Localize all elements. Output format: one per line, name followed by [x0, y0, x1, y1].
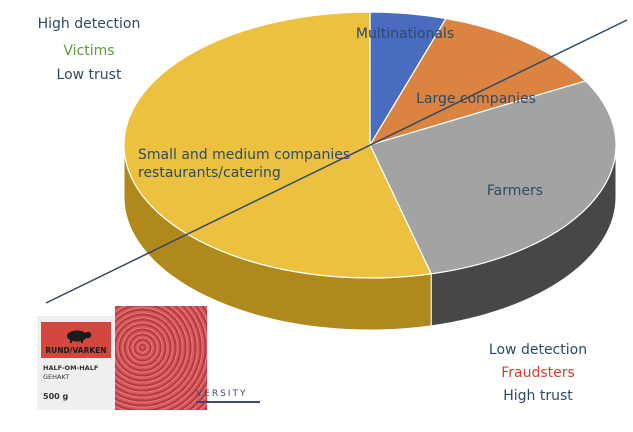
label-product-name: HALF-OM-HALF: [43, 364, 99, 372]
label-weight: 500 g: [43, 392, 69, 401]
meat-package-label: RUND/VARKEN HALF-OM-HALF GEHAKT 500 g: [37, 316, 115, 410]
high-detection-label: High detection: [37, 16, 141, 32]
label-brand-text: RUND/VARKEN: [45, 346, 107, 355]
minced-meat: [115, 306, 207, 410]
label-product-type: GEHAKT: [43, 373, 70, 381]
slice-label-large-companies: Large companies: [416, 91, 536, 107]
low-trust-label: Low trust: [56, 67, 122, 83]
pie-top-faces: [123, 11, 617, 279]
pie-slice-farmers: [369, 80, 617, 275]
high-trust-label: High trust: [503, 388, 573, 404]
victims-label: Victims: [63, 43, 115, 59]
slice-label-multinationals: Multinationals: [356, 26, 454, 42]
university-logo-bar: [196, 401, 260, 410]
low-detection-label: Low detection: [488, 342, 588, 358]
pig-icon: [67, 330, 92, 343]
minced-meat-photo: RUND/VARKEN HALF-OM-HALF GEHAKT 500 g: [37, 306, 207, 410]
slice-labels: Multinationals Large companies Farmers Smal…: [138, 26, 543, 199]
pie-slice-small-and-medium-companies: [123, 11, 433, 279]
fraudsters-label: Fraudsters: [501, 365, 575, 381]
detection-trend-line: [45, 19, 628, 304]
label-brand-panel: RUND/VARKEN: [41, 322, 111, 358]
university-logo-fragment: VERSITY: [196, 389, 248, 399]
pie-slice-large-companies: [368, 17, 587, 147]
slice-label-small-and-medium-companies: Small and medium companies restaurants/ca…: [138, 147, 350, 181]
slice-label-farmers: Farmers: [487, 183, 543, 199]
